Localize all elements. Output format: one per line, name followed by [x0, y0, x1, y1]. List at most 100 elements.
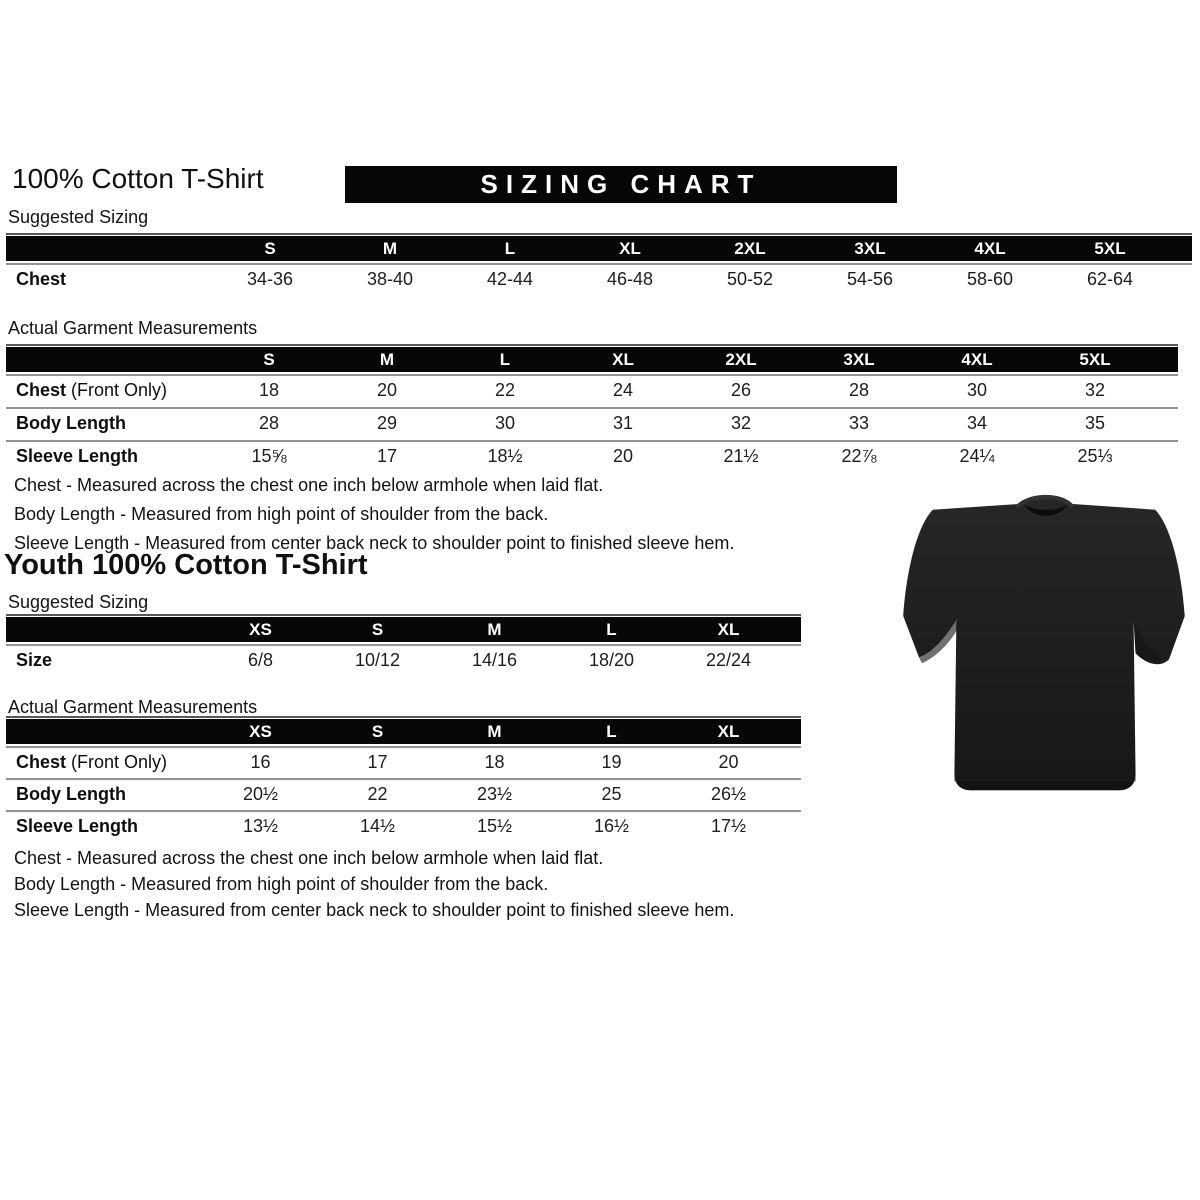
size-column-header: 3XL: [854, 239, 886, 258]
sizing-chart-banner: SIZING CHART: [345, 166, 897, 203]
size-column-header: XL: [717, 620, 740, 639]
youth-suggested-table: XS S M L XL Size 6/8 10/12 14/16 18/20 2…: [6, 614, 801, 674]
youth-suggested-sizing-label: Suggested Sizing: [8, 592, 149, 612]
size-column-header: 2XL: [734, 239, 766, 258]
note-line: Body Length - Measured from high point o…: [14, 874, 549, 894]
size-column-header: L: [504, 239, 516, 258]
size-column-header: L: [606, 620, 617, 639]
table-row: Sleeve Length 13½ 14½ 15½ 16½ 17½: [6, 812, 801, 840]
size-column-header: S: [263, 350, 275, 369]
adult-title: 100% Cotton T-Shirt: [12, 163, 264, 194]
adult-suggested-header-row: S M L XL 2XL 3XL 4XL 5XL: [6, 236, 1192, 261]
divider: [6, 440, 1178, 442]
cell: 16½: [593, 815, 630, 836]
cell: 20: [376, 380, 398, 400]
cell: 17: [376, 446, 398, 466]
table-row: Body Length 28 29 30 31 32 33 34 35: [6, 409, 1178, 438]
note-line: Sleeve Length - Measured from center bac…: [14, 900, 735, 920]
cell: 25: [601, 783, 622, 804]
row-label-text: Sleeve Length: [16, 815, 139, 836]
cell: 32: [1084, 380, 1106, 400]
cell: 10/12: [354, 649, 401, 670]
cell: 24: [612, 380, 634, 400]
row-label: Chest: [6, 269, 210, 290]
adult-measurements-header-row: S M L XL 2XL 3XL 4XL 5XL: [6, 347, 1178, 372]
cell: 29: [376, 413, 398, 433]
cell: 31: [612, 413, 634, 433]
row-label-text: Body Length: [16, 783, 126, 804]
table-row: Sleeve Length 15⅝ 17 18½ 20 21½ 22⅞ 24¼ …: [6, 442, 1178, 471]
cell: 22: [367, 783, 388, 804]
table-row: Chest (Front Only) 18 20 22 24 26 28 30 …: [6, 376, 1178, 405]
adult-measurements-label: Actual Garment Measurements: [8, 318, 258, 338]
tshirt-sleeve-shadow-left: [918, 619, 959, 664]
cell: 20: [612, 446, 634, 466]
row-label-text: Chest: [16, 751, 67, 772]
row-label: Chest (Front Only): [6, 380, 210, 401]
divider: [6, 263, 1192, 265]
cell: 13½: [242, 815, 279, 836]
size-column-header: L: [499, 350, 511, 369]
row-label: Sleeve Length: [6, 816, 202, 837]
cell: 15⅝: [251, 446, 287, 466]
youth-title: Youth 100% Cotton T-Shirt: [4, 549, 368, 581]
table-row: Chest (Front Only) 16 17 18 19 20: [6, 748, 801, 776]
adult-suggested-sizing-label: Suggested Sizing: [8, 207, 149, 227]
cell: 33: [848, 413, 870, 433]
size-column-header: M: [379, 350, 395, 369]
cell: 21½: [723, 446, 759, 466]
row-label-text: Chest: [16, 380, 67, 400]
row-label: Chest (Front Only): [6, 752, 202, 773]
row-label-text: Body Length: [16, 413, 126, 433]
size-column-header: S: [371, 722, 384, 741]
note-line: Chest - Measured across the chest one in…: [14, 475, 604, 495]
cell: 17½: [710, 815, 747, 836]
row-label-text: Chest: [16, 269, 67, 289]
divider: [6, 778, 801, 780]
size-column-header: 5XL: [1079, 350, 1111, 369]
cell: 18: [258, 380, 280, 400]
table-row: Body Length 20½ 22 23½ 25 26½: [6, 780, 801, 808]
cell: 14/16: [471, 649, 518, 670]
size-column-header: XL: [717, 722, 740, 741]
cell: 30: [494, 413, 516, 433]
cell: 22/24: [705, 649, 752, 670]
note-line: Chest - Measured across the chest one in…: [14, 848, 604, 868]
cell: 32: [730, 413, 752, 433]
cell: 19: [601, 751, 622, 772]
size-column-header: XL: [612, 350, 634, 369]
tshirt-hem-shadow: [954, 773, 1136, 791]
cell: 22: [494, 380, 516, 400]
cell: 28: [258, 413, 280, 433]
size-column-header: L: [606, 722, 617, 741]
divider: [6, 374, 1178, 376]
size-column-header: M: [487, 620, 502, 639]
table-row: Chest 34-36 38-40 42-44 46-48 50-52 54-5…: [6, 265, 1192, 294]
cell: 14½: [359, 815, 396, 836]
youth-suggested-header-row: XS S M L XL: [6, 617, 801, 642]
cell: 24¼: [959, 446, 995, 466]
row-label-text: Sleeve Length: [16, 446, 139, 466]
size-column-header: 4XL: [974, 239, 1006, 258]
tshirt-image: [895, 490, 1193, 805]
cell: 50-52: [726, 269, 774, 289]
note-line: Body Length - Measured from high point o…: [14, 504, 549, 524]
youth-measurements-header-row: XS S M L XL: [6, 719, 801, 744]
cell: 26: [730, 380, 752, 400]
cell: 20: [718, 751, 739, 772]
cell: 16: [250, 751, 271, 772]
adult-suggested-table: S M L XL 2XL 3XL 4XL 5XL Chest 34-36 38-…: [6, 233, 1192, 294]
row-label: Size: [6, 650, 202, 671]
divider: [6, 644, 801, 646]
size-column-header: S: [371, 620, 384, 639]
size-column-header: XS: [249, 620, 272, 639]
adult-measurements-table: S M L XL 2XL 3XL 4XL 5XL Chest (Front On…: [6, 344, 1178, 471]
cell: 58-60: [966, 269, 1014, 289]
size-column-header: XL: [619, 239, 641, 258]
row-label-text: Size: [16, 649, 53, 670]
tshirt-sleeve-shadow-right: [1133, 619, 1163, 663]
row-label: Body Length: [6, 413, 210, 434]
cell: 62-64: [1086, 269, 1134, 289]
cell: 42-44: [486, 269, 534, 289]
youth-measurements-label: Actual Garment Measurements: [8, 697, 258, 717]
